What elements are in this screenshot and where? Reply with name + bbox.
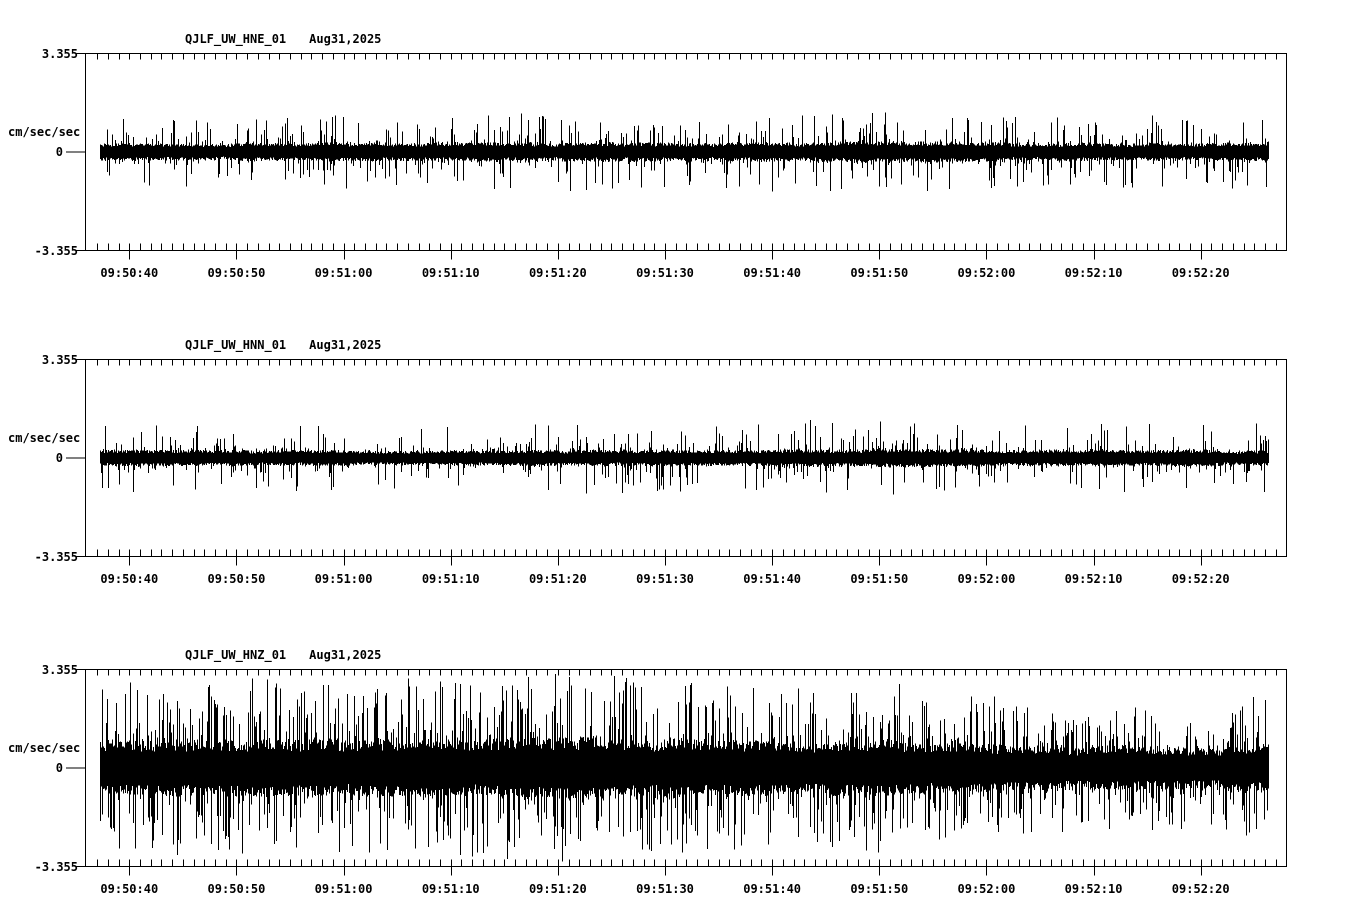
x-tick-label: 09:52:20 bbox=[1171, 266, 1230, 280]
waveform-trace-hne bbox=[100, 112, 1269, 192]
channel-id: QJLF_UW_HNZ_01 bbox=[185, 648, 287, 662]
panel-title: QJLF_UW_HNE_01 Aug31,2025 bbox=[185, 32, 381, 46]
x-tick-label: 09:52:10 bbox=[1064, 266, 1123, 280]
y-tick-label-max: 3.355 bbox=[41, 353, 78, 367]
x-tick-label: 09:50:40 bbox=[100, 266, 159, 280]
x-tick-label: 09:50:50 bbox=[207, 882, 266, 896]
y-tick-label-min: -3.355 bbox=[34, 550, 78, 564]
x-tick-label: 09:51:10 bbox=[421, 882, 480, 896]
y-tick-label-zero: 0 bbox=[55, 761, 63, 775]
x-tick-label: 09:51:50 bbox=[850, 572, 909, 586]
x-tick-label: 09:50:40 bbox=[100, 572, 159, 586]
x-tick-label: 09:51:20 bbox=[528, 882, 587, 896]
date-label: Aug31,2025 bbox=[309, 32, 382, 46]
y-tick-label-zero: 0 bbox=[55, 451, 63, 465]
date-label: Aug31,2025 bbox=[309, 648, 382, 662]
x-tick-label: 09:52:20 bbox=[1171, 572, 1230, 586]
x-tick-label: 09:50:40 bbox=[100, 882, 159, 896]
y-axis-units-label: cm/sec/sec bbox=[8, 741, 81, 755]
date-label: Aug31,2025 bbox=[309, 338, 382, 352]
x-tick-label: 09:51:50 bbox=[850, 266, 909, 280]
y-axis-units-label: cm/sec/sec bbox=[8, 431, 81, 445]
y-axis-units-label: cm/sec/sec bbox=[8, 125, 81, 139]
x-tick-label: 09:51:40 bbox=[743, 882, 802, 896]
x-tick-label: 09:51:00 bbox=[314, 266, 373, 280]
x-tick-label: 09:52:10 bbox=[1064, 882, 1123, 896]
x-tick-label: 09:50:50 bbox=[207, 572, 266, 586]
x-tick-label: 09:51:30 bbox=[636, 882, 694, 896]
panel-title: QJLF_UW_HNZ_01 Aug31,2025 bbox=[185, 648, 381, 662]
channel-id: QJLF_UW_HNN_01 bbox=[185, 338, 287, 352]
x-tick-label: 09:51:00 bbox=[314, 882, 373, 896]
x-tick-label: 09:52:00 bbox=[957, 882, 1016, 896]
x-tick-label: 09:51:50 bbox=[850, 882, 909, 896]
x-tick-label: 09:52:00 bbox=[957, 572, 1016, 586]
x-tick-label: 09:51:40 bbox=[743, 572, 802, 586]
x-tick-label: 09:52:00 bbox=[957, 266, 1016, 280]
x-tick-label: 09:51:20 bbox=[528, 266, 587, 280]
waveform-trace-hnn bbox=[100, 419, 1269, 495]
panel-title: QJLF_UW_HNN_01 Aug31,2025 bbox=[185, 338, 381, 352]
y-tick-label-max: 3.355 bbox=[41, 47, 78, 61]
x-tick-label: 09:51:20 bbox=[528, 572, 587, 586]
x-tick-label: 09:50:50 bbox=[207, 266, 266, 280]
channel-id: QJLF_UW_HNE_01 bbox=[185, 32, 287, 46]
x-tick-label: 09:51:40 bbox=[743, 266, 802, 280]
waveform-trace-hnz bbox=[100, 674, 1269, 862]
x-tick-label: 09:51:30 bbox=[636, 572, 694, 586]
y-tick-label-zero: 0 bbox=[55, 145, 63, 159]
x-tick-label: 09:51:30 bbox=[636, 266, 694, 280]
x-tick-label: 09:52:20 bbox=[1171, 882, 1230, 896]
y-tick-label-min: -3.355 bbox=[34, 244, 78, 258]
x-tick-label: 09:52:10 bbox=[1064, 572, 1123, 586]
y-tick-label-max: 3.355 bbox=[41, 663, 78, 677]
x-tick-label: 09:51:10 bbox=[421, 572, 480, 586]
x-tick-label: 09:51:10 bbox=[421, 266, 480, 280]
y-tick-label-min: -3.355 bbox=[34, 860, 78, 874]
x-tick-label: 09:51:00 bbox=[314, 572, 373, 586]
